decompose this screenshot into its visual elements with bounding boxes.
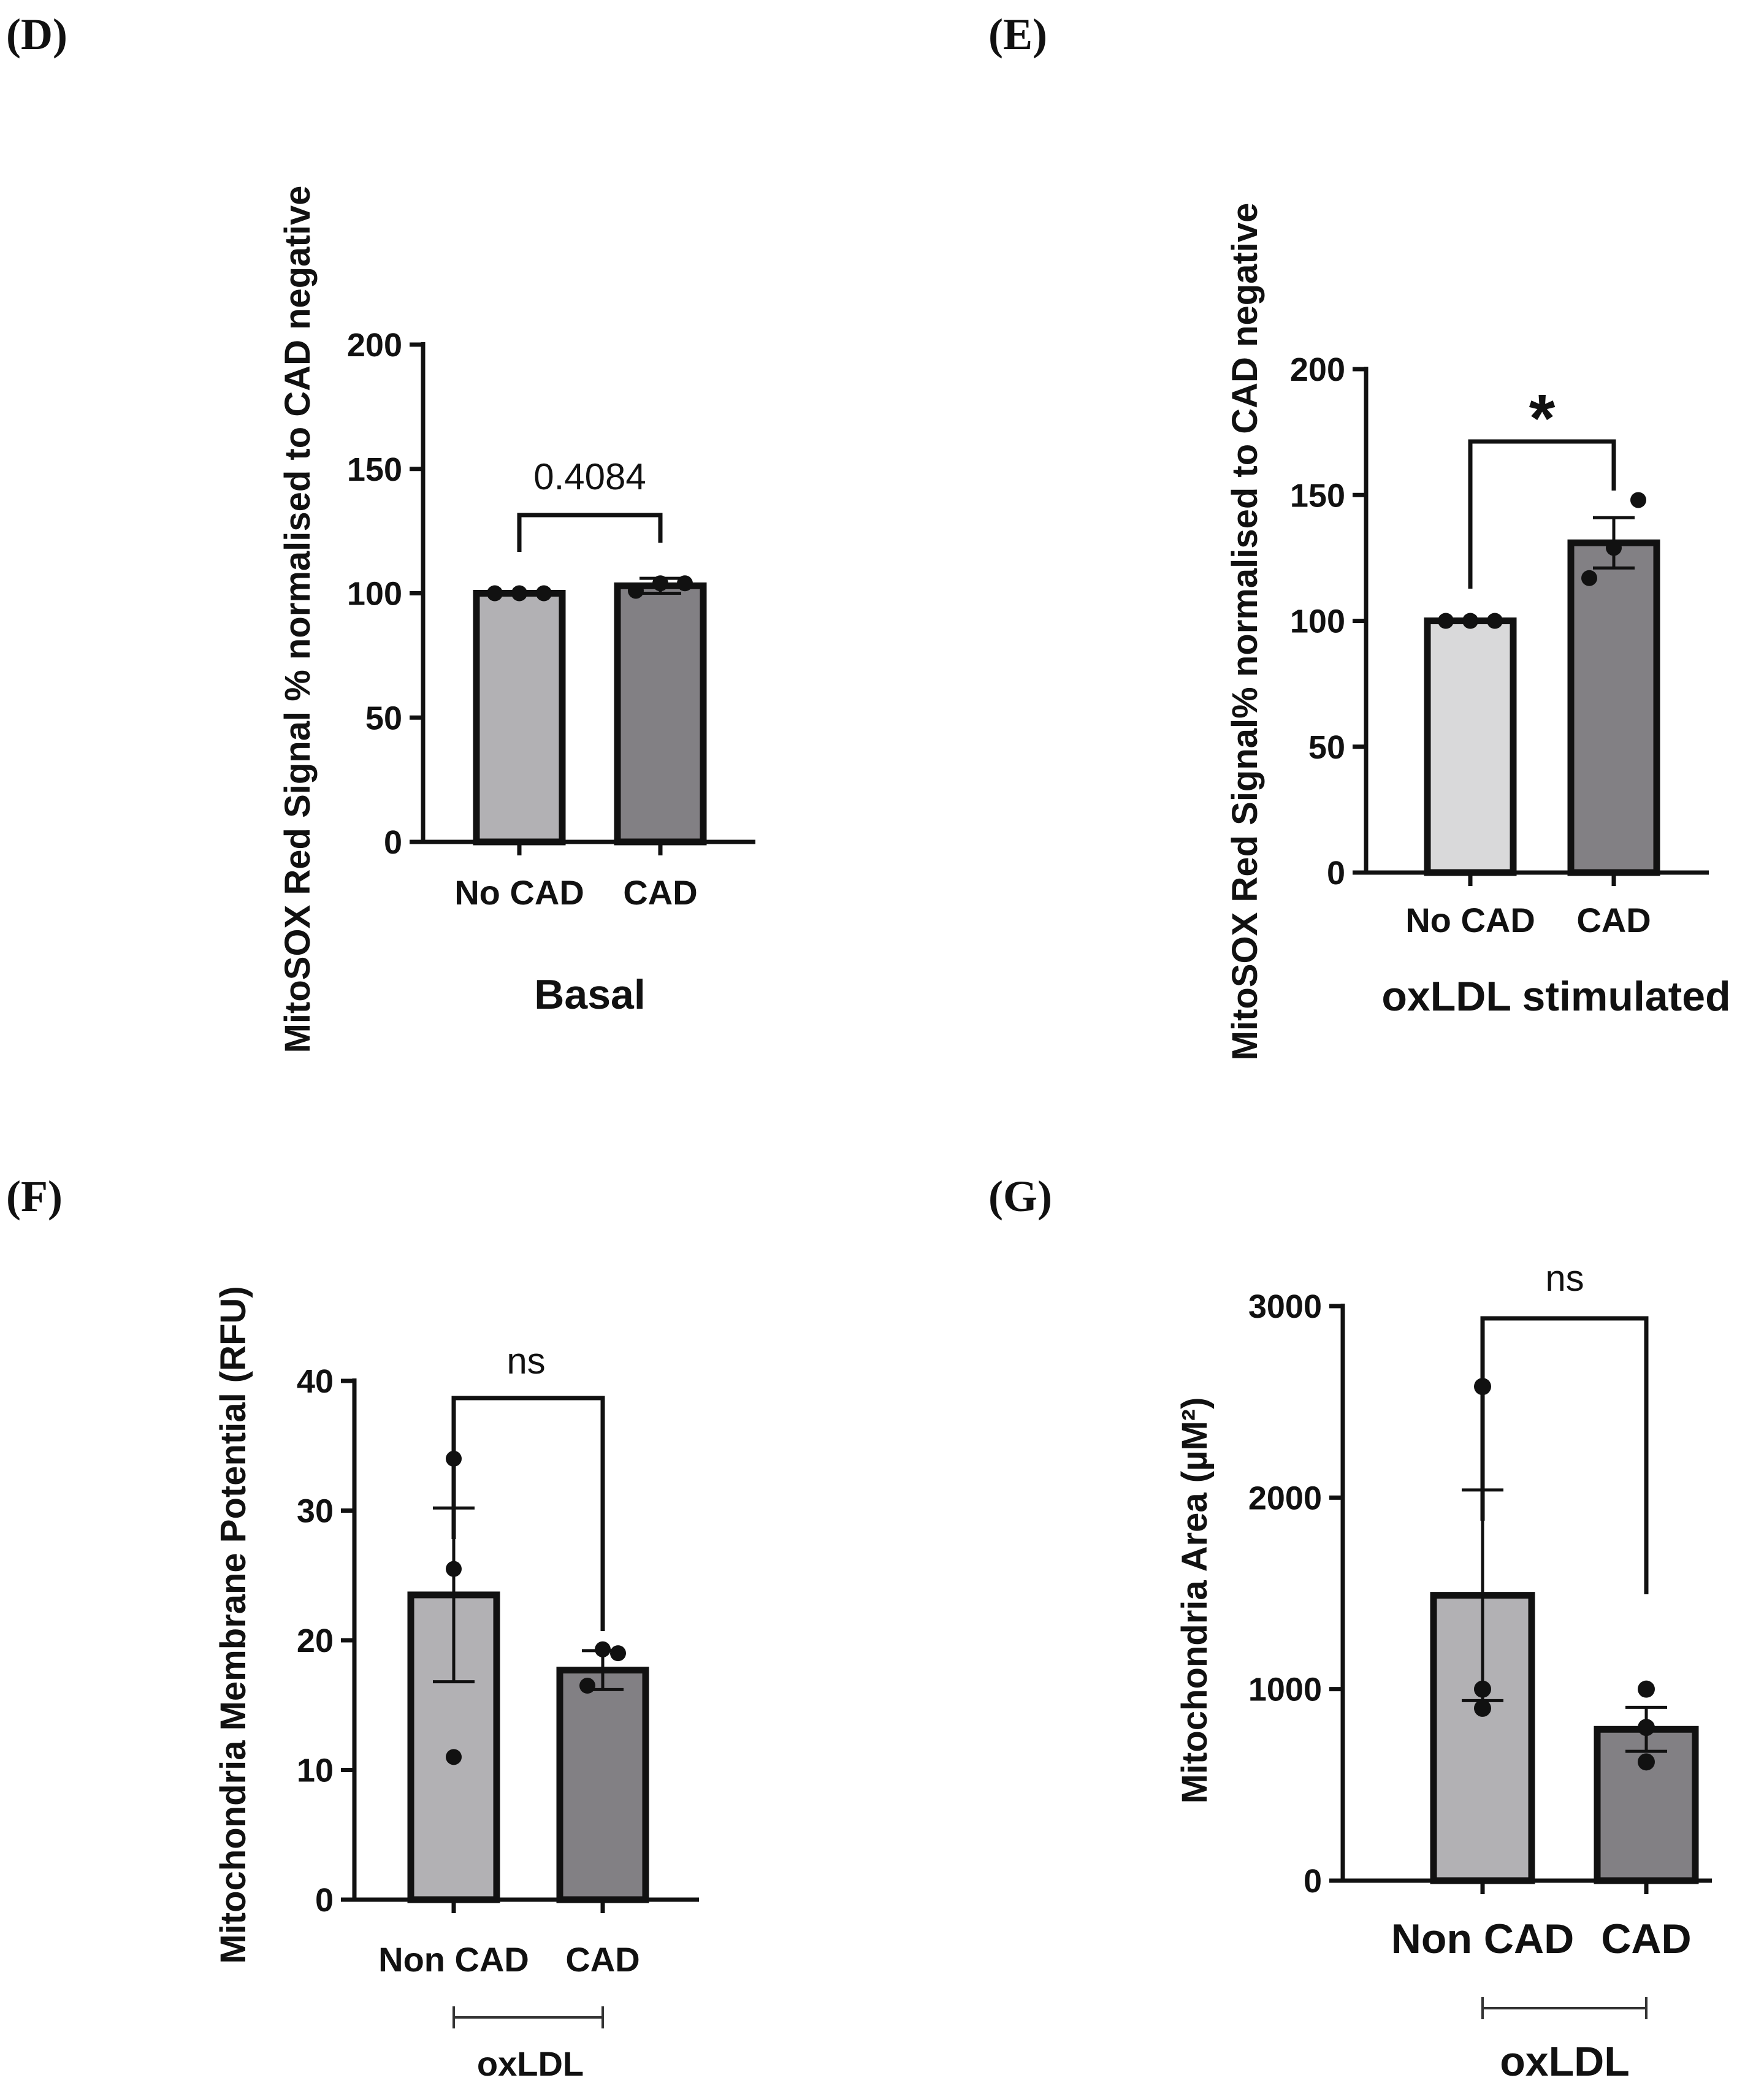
x-axis-label-e: oxLDL stimulated	[1381, 973, 1730, 1020]
y-tick-label-f-30: 30	[297, 1493, 334, 1530]
x-tick-label-f-1: Non CAD	[378, 1940, 529, 1979]
data-point-d-2-1	[628, 583, 644, 599]
data-point-e-2-3	[1630, 492, 1646, 508]
data-point-g-2-2	[1638, 1719, 1655, 1737]
data-point-f-2-2	[610, 1645, 626, 1662]
data-point-g-2-1	[1638, 1753, 1655, 1771]
data-point-g-1-2	[1474, 1680, 1491, 1698]
data-point-d-1-3	[536, 585, 552, 602]
bar-f-2	[556, 1667, 649, 1903]
y-axis-label-g: Mitochondria Area (µM²)	[1175, 1397, 1215, 1804]
panel-label-f: (F)	[6, 1172, 63, 1221]
chart-panel-f: Mitochondria Membrane Potential (RFU) ns…	[213, 1286, 699, 2083]
bar-d-1	[473, 590, 566, 846]
y-tick-label-d-0: 0	[384, 824, 402, 861]
data-point-e-1-1	[1438, 613, 1454, 629]
y-tick-label-e-150: 150	[1290, 477, 1345, 514]
y-tick-label-d-50: 50	[365, 700, 402, 736]
x-tick-label-g-1: Non CAD	[1391, 1916, 1574, 1962]
y-tick-label-e-0: 0	[1327, 855, 1345, 892]
y-tick-label-e-50: 50	[1308, 729, 1345, 766]
comparison-label-f: ns	[506, 1340, 545, 1382]
y-axis-label-d: MitoSOX Red Signal % normalised to CAD n…	[278, 186, 318, 1053]
data-point-d-1-2	[511, 585, 527, 602]
y-tick-label-g-0: 0	[1304, 1863, 1322, 1900]
data-point-f-1-2	[446, 1561, 462, 1577]
group-label-g: oxLDL	[1500, 2038, 1630, 2083]
comparison-label-e: *	[1529, 381, 1556, 456]
y-tick-label-g-3000: 3000	[1248, 1288, 1322, 1325]
significance-bracket-e	[1468, 439, 1616, 589]
data-point-e-2-2	[1606, 540, 1622, 556]
data-point-e-1-2	[1462, 613, 1478, 629]
comparison-label-g: ns	[1545, 1258, 1584, 1299]
chart-panel-e: MitoSOX Red Signal% normalised to CAD ne…	[1225, 203, 1731, 1061]
y-tick-label-d-150: 150	[347, 451, 402, 488]
y-tick-label-e-200: 200	[1290, 351, 1345, 388]
panel-label-g: (G)	[988, 1172, 1052, 1221]
significance-bracket-g	[1480, 1316, 1649, 1594]
x-tick-label-e-1: No CAD	[1405, 901, 1535, 939]
y-tick-label-e-100: 100	[1290, 603, 1345, 640]
y-tick-label-g-2000: 2000	[1248, 1480, 1322, 1516]
data-point-d-1-1	[487, 585, 503, 602]
data-point-e-2-1	[1581, 570, 1597, 586]
chart-panel-d: MitoSOX Red Signal % normalised to CAD n…	[278, 186, 755, 1053]
group-label-f: oxLDL	[477, 2044, 584, 2083]
panel-label-e: (E)	[988, 10, 1047, 59]
data-point-d-2-2	[652, 575, 668, 592]
y-axis-label-f: Mitochondria Membrane Potential (RFU)	[213, 1286, 253, 1963]
y-tick-label-f-10: 10	[297, 1752, 334, 1789]
x-axis-label-d: Basal	[534, 971, 645, 1018]
y-tick-label-d-200: 200	[347, 327, 402, 364]
chart-panel-g: Mitochondria Area (µM²) ns oxLDL 0 1000 20…	[1175, 1258, 1712, 2083]
y-tick-label-f-20: 20	[297, 1622, 334, 1659]
x-tick-label-f-2: CAD	[565, 1940, 640, 1979]
x-tick-label-e-2: CAD	[1576, 901, 1651, 939]
bar-e-2	[1567, 539, 1660, 876]
y-axis-label-e: MitoSOX Red Signal% normalised to CAD ne…	[1225, 203, 1265, 1061]
y-tick-label-f-0: 0	[315, 1882, 334, 1919]
data-point-f-2-3	[595, 1641, 611, 1657]
x-tick-label-d-1: No CAD	[454, 873, 584, 912]
x-tick-label-d-2: CAD	[623, 873, 697, 912]
bar-d-2	[614, 582, 707, 846]
data-point-f-2-1	[579, 1678, 595, 1694]
comparison-label-d: 0.4084	[533, 456, 646, 497]
data-point-f-1-1	[446, 1749, 462, 1765]
bar-e-1	[1424, 617, 1517, 876]
significance-bracket-d	[517, 513, 663, 552]
data-point-d-2-3	[677, 575, 693, 592]
y-tick-label-g-1000: 1000	[1248, 1672, 1322, 1708]
data-point-g-1-1	[1474, 1699, 1491, 1717]
x-tick-label-g-2: CAD	[1601, 1916, 1691, 1962]
significance-bracket-f	[451, 1396, 605, 1631]
data-point-e-1-3	[1487, 613, 1503, 629]
y-tick-label-d-100: 100	[347, 576, 402, 613]
y-tick-label-f-40: 40	[297, 1363, 334, 1400]
data-point-g-2-3	[1638, 1680, 1655, 1698]
panel-label-d: (D)	[6, 10, 67, 59]
